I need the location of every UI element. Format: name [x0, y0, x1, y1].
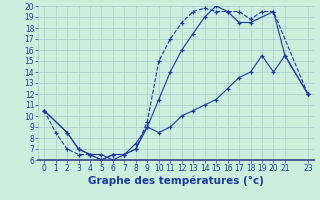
X-axis label: Graphe des températures (°c): Graphe des températures (°c)	[88, 176, 264, 186]
